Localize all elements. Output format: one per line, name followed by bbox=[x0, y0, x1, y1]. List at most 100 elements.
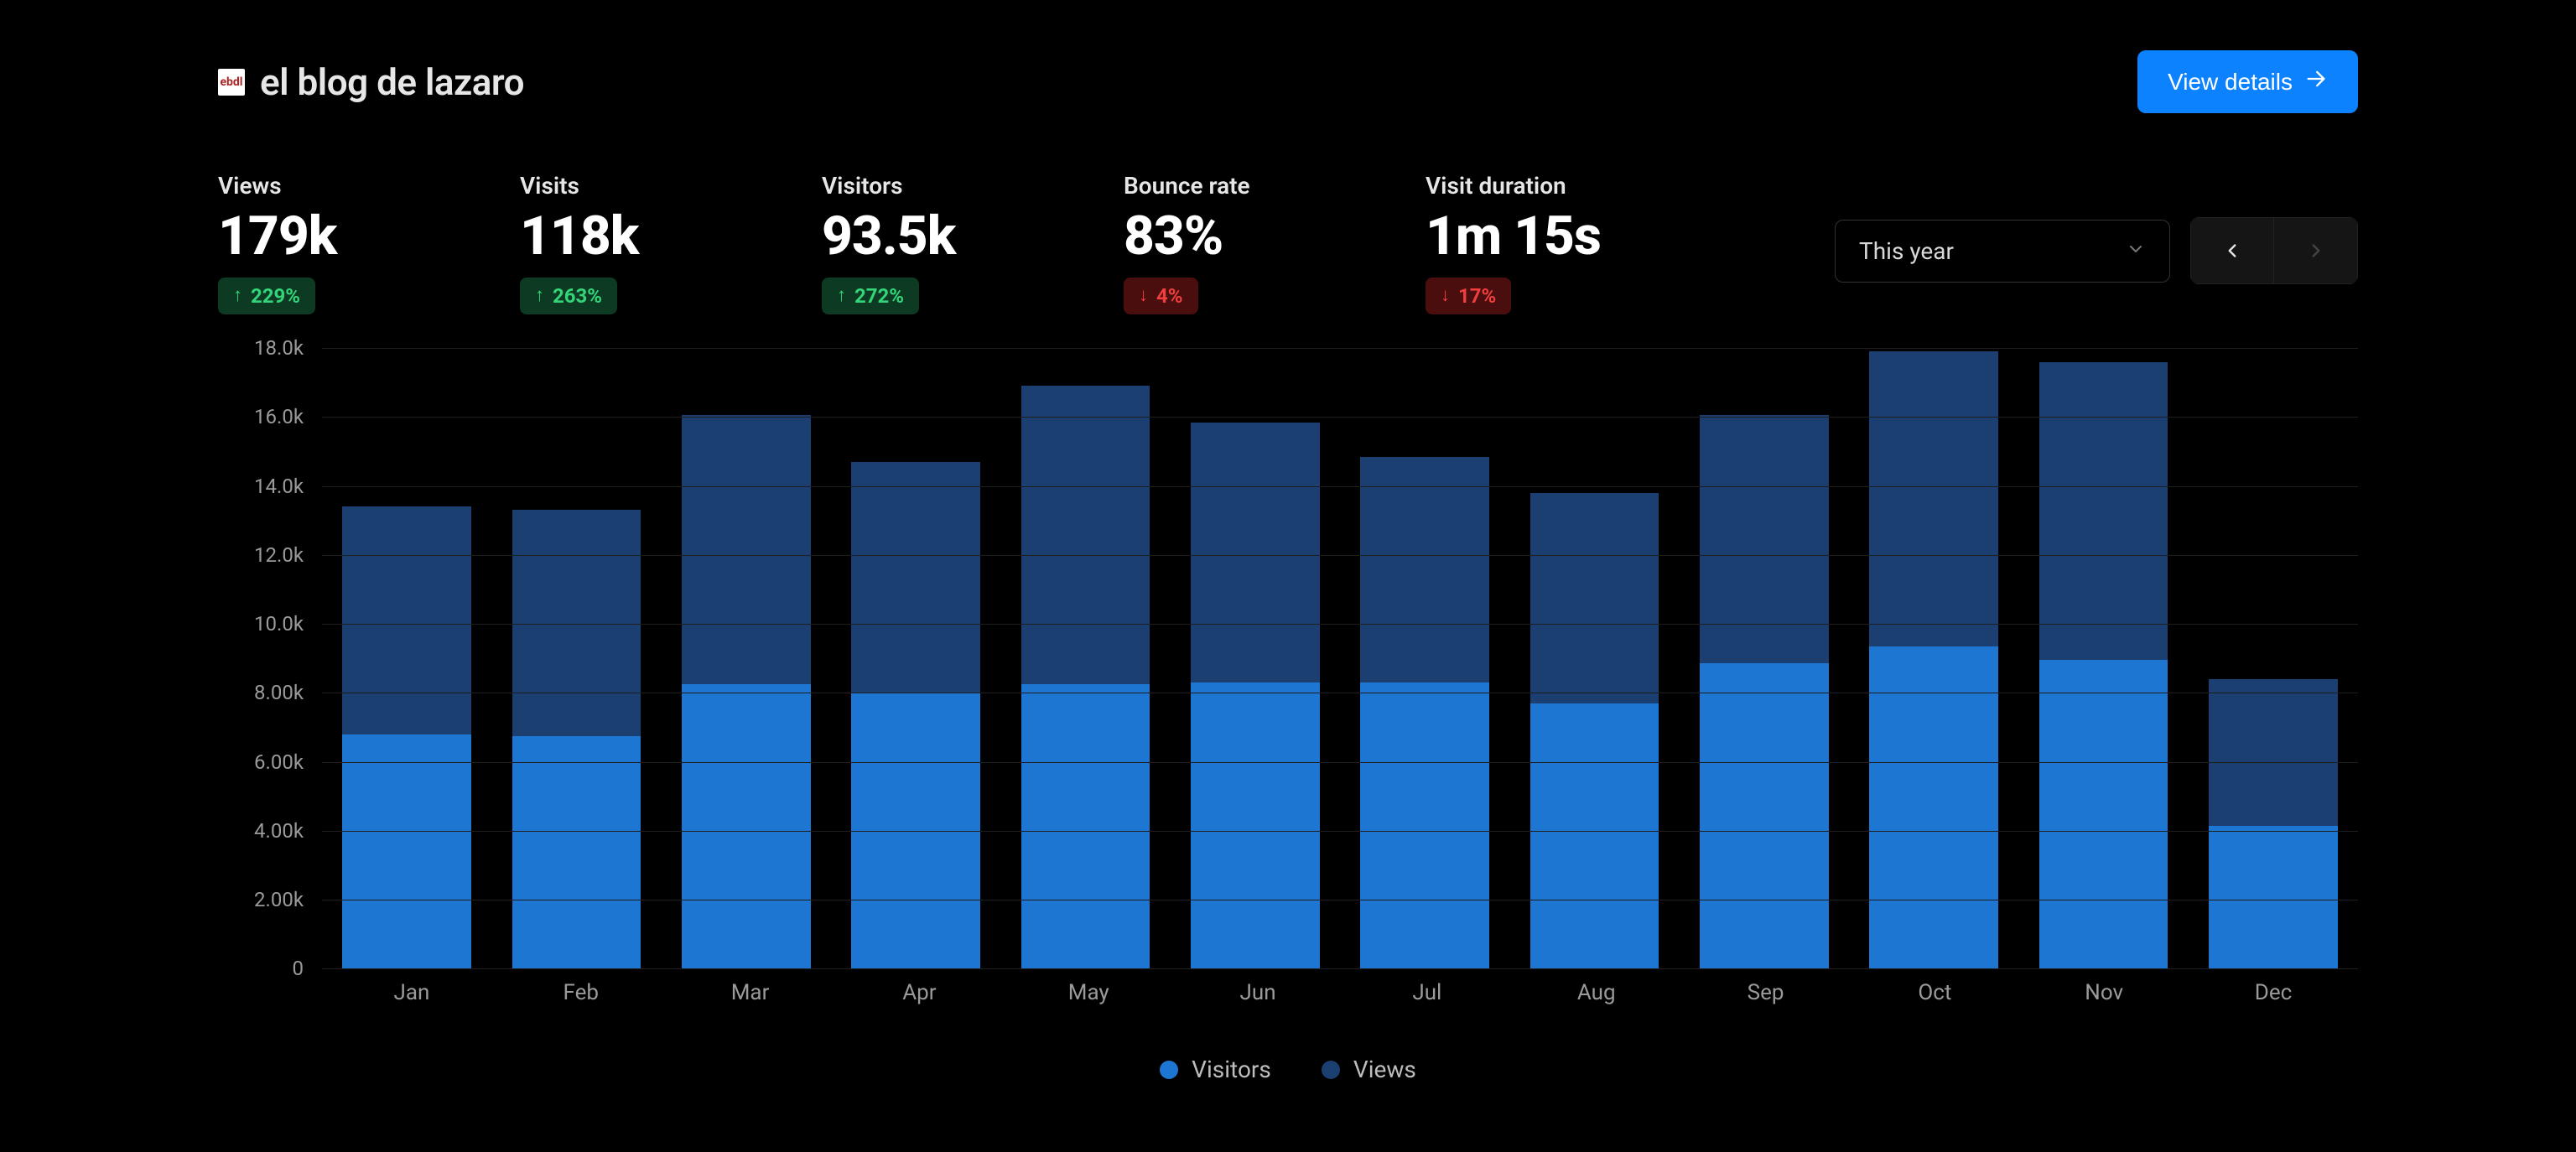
chart-bar-slot bbox=[1680, 348, 1849, 968]
chart-bar-segment-views bbox=[512, 510, 641, 735]
chart-bar-segment-visitors bbox=[342, 734, 471, 969]
metrics-row: Views 179k ↑ 229% Visits 118k ↑263% Visitors 93.… bbox=[218, 172, 2358, 314]
chart-x-tick-label: Jun bbox=[1173, 980, 1343, 1005]
legend-swatch bbox=[1322, 1061, 1340, 1079]
chart-y-axis: 02.00k4.00k6.00k8.00k10.0k12.0k14.0k16.0… bbox=[213, 348, 314, 968]
chart-bars bbox=[322, 348, 2358, 968]
chart-bar-slot bbox=[1340, 348, 1509, 968]
metric-value: 93.5k bbox=[822, 208, 1040, 264]
metric-visits[interactable]: Visits 118k ↑263% bbox=[520, 172, 738, 314]
chart-gridline bbox=[322, 762, 2358, 763]
chart-gridline bbox=[322, 624, 2358, 625]
metric-value: 118k bbox=[520, 208, 738, 264]
metric-delta-value: 229% bbox=[251, 284, 300, 308]
arrow-up-icon: ↑ bbox=[837, 287, 846, 305]
chart-gridline bbox=[322, 486, 2358, 487]
chart-bar-segment-views bbox=[1700, 415, 1829, 663]
chevron-down-icon bbox=[2126, 237, 2146, 265]
chart-x-tick-label: May bbox=[1004, 980, 1173, 1005]
chart-y-tick-label: 8.00k bbox=[254, 681, 304, 704]
chart-bar-segment-views bbox=[2209, 679, 2338, 826]
metric-delta-value: 17% bbox=[1458, 284, 1496, 308]
range-controls: This year bbox=[1835, 172, 2358, 284]
chart-bar-slot bbox=[1509, 348, 1679, 968]
metric-delta-value: 272% bbox=[854, 284, 904, 308]
range-prev-button[interactable] bbox=[2190, 217, 2274, 284]
chart-bar-slot bbox=[1171, 348, 1340, 968]
chart-x-axis: JanFebMarAprMayJunJulAugSepOctNovDec bbox=[327, 980, 2358, 1005]
metric-delta: ↑ 272% bbox=[822, 278, 919, 314]
metric-visitors[interactable]: Visitors 93.5k ↑ 272% bbox=[822, 172, 1040, 314]
chart-bar-segment-visitors bbox=[682, 684, 811, 968]
legend-label: Visitors bbox=[1192, 1056, 1271, 1083]
chart-x-tick-label: Oct bbox=[1850, 980, 2019, 1005]
chart-x-tick-label: Sep bbox=[1681, 980, 1851, 1005]
metric-label: Bounce rate bbox=[1124, 172, 1342, 200]
chart-legend: Visitors Views bbox=[218, 1056, 2358, 1083]
chart-bar-segment-views bbox=[1530, 493, 1659, 703]
arrow-up-icon: ↑ bbox=[233, 287, 242, 305]
chart: 02.00k4.00k6.00k8.00k10.0k12.0k14.0k16.0… bbox=[213, 348, 2358, 968]
legend-item[interactable]: Views bbox=[1322, 1056, 1416, 1083]
chart-bar-segment-visitors bbox=[2209, 826, 2338, 969]
view-details-label: View details bbox=[2168, 69, 2293, 96]
metric-bounce[interactable]: Bounce rate83%↓4% bbox=[1124, 172, 1342, 314]
chart-bar-slot bbox=[491, 348, 661, 968]
metric-duration[interactable]: Visit duration1m 15s↓17% bbox=[1426, 172, 1644, 314]
chart-bar-slot bbox=[1849, 348, 2018, 968]
site-favicon: ebdl bbox=[218, 69, 245, 96]
chart-bar-slot bbox=[322, 348, 491, 968]
chart-bar-segment-views bbox=[1869, 351, 1998, 646]
chart-bar-slot bbox=[2018, 348, 2188, 968]
chart-bar-segment-visitors bbox=[1021, 684, 1150, 968]
chart-y-tick-label: 6.00k bbox=[254, 750, 304, 774]
chart-x-tick-label: Dec bbox=[2189, 980, 2358, 1005]
chart-x-tick-label: Aug bbox=[1512, 980, 1681, 1005]
chart-y-tick-label: 12.0k bbox=[254, 543, 304, 567]
legend-swatch bbox=[1160, 1061, 1178, 1079]
metric-label: Visit duration bbox=[1426, 172, 1644, 200]
metric-label: Visitors bbox=[822, 172, 1040, 200]
site-title: el blog de lazaro bbox=[260, 60, 524, 104]
chart-y-tick-label: 14.0k bbox=[254, 475, 304, 498]
chart-bar-segment-visitors bbox=[2039, 660, 2168, 968]
metric-label: Views bbox=[218, 172, 436, 200]
range-select[interactable]: This year bbox=[1835, 220, 2170, 283]
chart-gridline bbox=[322, 968, 2358, 969]
chart-x-tick-label: Mar bbox=[666, 980, 835, 1005]
chart-bar-segment-views bbox=[1021, 386, 1150, 684]
chart-bar-segment-visitors bbox=[1530, 703, 1659, 969]
chart-y-tick-label: 4.00k bbox=[254, 819, 304, 843]
metric-delta: ↑263% bbox=[520, 278, 617, 314]
chart-x-tick-label: Nov bbox=[2019, 980, 2189, 1005]
chart-bar-segment-visitors bbox=[1360, 682, 1489, 968]
chart-bar-segment-views bbox=[851, 462, 980, 693]
chart-gridline bbox=[322, 417, 2358, 418]
metric-views[interactable]: Views 179k ↑ 229% bbox=[218, 172, 436, 314]
legend-label: Views bbox=[1353, 1056, 1416, 1083]
chart-bar-segment-views bbox=[2039, 362, 2168, 661]
title-group: ebdl el blog de lazaro bbox=[218, 60, 524, 104]
chart-bar-segment-views bbox=[1360, 457, 1489, 682]
arrow-up-icon: ↑ bbox=[535, 287, 544, 305]
chart-bar-segment-views bbox=[342, 506, 471, 734]
chart-bar-segment-views bbox=[682, 415, 811, 684]
chart-x-tick-label: Apr bbox=[834, 980, 1004, 1005]
chart-y-tick-label: 0 bbox=[293, 957, 304, 980]
range-select-label: This year bbox=[1859, 237, 1954, 265]
chart-gridline bbox=[322, 831, 2358, 832]
view-details-button[interactable]: View details bbox=[2137, 50, 2358, 113]
chart-y-tick-label: 16.0k bbox=[254, 405, 304, 428]
chart-bar-slot bbox=[2189, 348, 2358, 968]
metric-label: Visits bbox=[520, 172, 738, 200]
chart-bar-segment-visitors bbox=[1191, 682, 1320, 968]
arrow-down-icon: ↓ bbox=[1441, 287, 1450, 305]
chart-x-tick-label: Jul bbox=[1343, 980, 1512, 1005]
range-nav bbox=[2190, 217, 2358, 284]
chart-bar-segment-visitors bbox=[1869, 646, 1998, 968]
chart-x-tick-label: Jan bbox=[327, 980, 496, 1005]
metric-value: 179k bbox=[218, 208, 436, 264]
legend-item[interactable]: Visitors bbox=[1160, 1056, 1271, 1083]
arrow-down-icon: ↓ bbox=[1139, 287, 1148, 305]
metric-delta: ↓4% bbox=[1124, 278, 1198, 314]
